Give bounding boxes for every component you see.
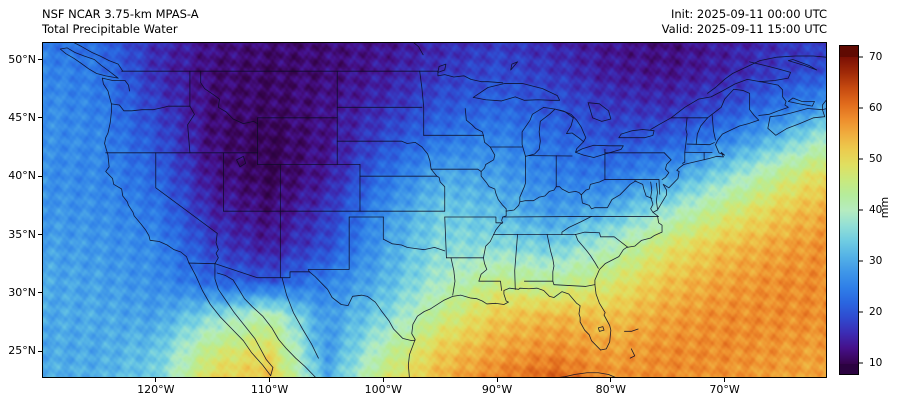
map-title-block: NSF NCAR 3.75-km MPAS-A Total Precipitab… xyxy=(42,7,199,37)
variable-name: Total Precipitable Water xyxy=(42,21,178,36)
colorbar-tick-label: 20 xyxy=(869,305,883,318)
x-tick-label: 120°W xyxy=(137,383,175,396)
valid-time: Valid: 2025-09-11 15:00 UTC xyxy=(661,21,827,36)
colorbar-tick-label: 30 xyxy=(869,254,883,267)
y-tick-label: 35°N xyxy=(8,227,36,241)
map-canvas xyxy=(42,42,827,378)
colorbar-tick-label: 10 xyxy=(869,356,883,369)
init-time: Init: 2025-09-11 00:00 UTC xyxy=(671,7,827,21)
x-tick-mark xyxy=(382,378,384,382)
x-tick-label: 90°W xyxy=(481,383,513,396)
x-tick-label: 100°W xyxy=(364,383,402,396)
x-tick-label: 110°W xyxy=(250,383,289,396)
x-tick-label: 70°W xyxy=(709,383,740,396)
y-tick-label: 50°N xyxy=(8,52,36,66)
colorbar-tick-label: 70 xyxy=(869,50,883,63)
y-tick-label: 45°N xyxy=(8,110,36,124)
model-name: NSF NCAR 3.75-km MPAS-A xyxy=(42,7,199,21)
x-tick-mark xyxy=(496,378,498,382)
colorbar-unit-label: mm xyxy=(878,196,892,219)
y-tick-label: 30°N xyxy=(8,285,36,299)
y-tick-label: 25°N xyxy=(8,344,36,358)
colorbar-tick-label: 40 xyxy=(869,203,883,216)
x-tick-mark xyxy=(155,378,157,382)
colorbar-tick-label: 50 xyxy=(869,152,883,165)
x-tick-label: 80°W xyxy=(595,383,627,396)
y-tick-label: 40°N xyxy=(8,169,36,183)
colorbar-tick-label: 60 xyxy=(869,101,883,114)
colorbar xyxy=(839,45,865,375)
run-info-block: Init: 2025-09-11 00:00 UTC Valid: 2025-0… xyxy=(662,7,827,37)
x-tick-mark xyxy=(610,378,612,382)
x-tick-mark xyxy=(269,378,271,382)
x-tick-mark xyxy=(724,378,726,382)
